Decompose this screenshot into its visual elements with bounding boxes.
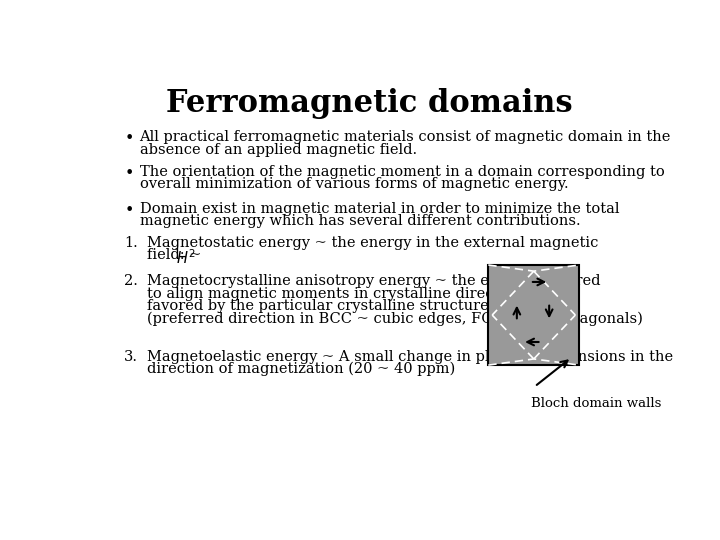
Text: direction of magnetization (20 ~ 40 ppm): direction of magnetization (20 ~ 40 ppm) <box>148 362 456 376</box>
Bar <box>488 265 579 365</box>
Text: to align magnetic moments in crystalline directions not: to align magnetic moments in crystalline… <box>148 287 559 301</box>
Text: magnetic energy which has several different contributions.: magnetic energy which has several differ… <box>140 214 580 228</box>
Text: 2.: 2. <box>124 274 138 288</box>
Text: The orientation of the magnetic moment in a domain corresponding to: The orientation of the magnetic moment i… <box>140 165 665 179</box>
Text: •: • <box>124 202 133 219</box>
Text: favored by the particular crystalline structure: favored by the particular crystalline st… <box>148 299 489 313</box>
Text: All practical ferromagnetic materials consist of magnetic domain in the: All practical ferromagnetic materials co… <box>140 130 671 144</box>
Text: Ferromagnetic domains: Ferromagnetic domains <box>166 88 572 119</box>
Text: Domain exist in magnetic material in order to minimize the total: Domain exist in magnetic material in ord… <box>140 202 619 216</box>
Text: absence of an applied magnetic field.: absence of an applied magnetic field. <box>140 143 417 157</box>
Text: 3.: 3. <box>124 350 138 364</box>
Text: 1.: 1. <box>124 236 138 249</box>
Text: overall minimization of various forms of magnetic energy.: overall minimization of various forms of… <box>140 177 568 191</box>
Text: (preferred direction in BCC ~ cubic edges, FCC ~ cube diagonals): (preferred direction in BCC ~ cubic edge… <box>148 311 643 326</box>
Text: Magnetoelastic energy ~ A small change in physical dimensions in the: Magnetoelastic energy ~ A small change i… <box>148 350 673 364</box>
Text: Bloch domain walls: Bloch domain walls <box>531 397 661 410</box>
Text: $\mathit{H}^2$: $\mathit{H}^2$ <box>176 248 195 267</box>
Text: Magnetostatic energy ~ the energy in the external magnetic: Magnetostatic energy ~ the energy in the… <box>148 236 598 249</box>
Text: •: • <box>124 130 133 147</box>
Text: field: ~: field: ~ <box>148 248 202 262</box>
Text: •: • <box>124 165 133 182</box>
Text: Magnetocrystalline anisotropy energy ~ the energy required: Magnetocrystalline anisotropy energy ~ t… <box>148 274 600 288</box>
